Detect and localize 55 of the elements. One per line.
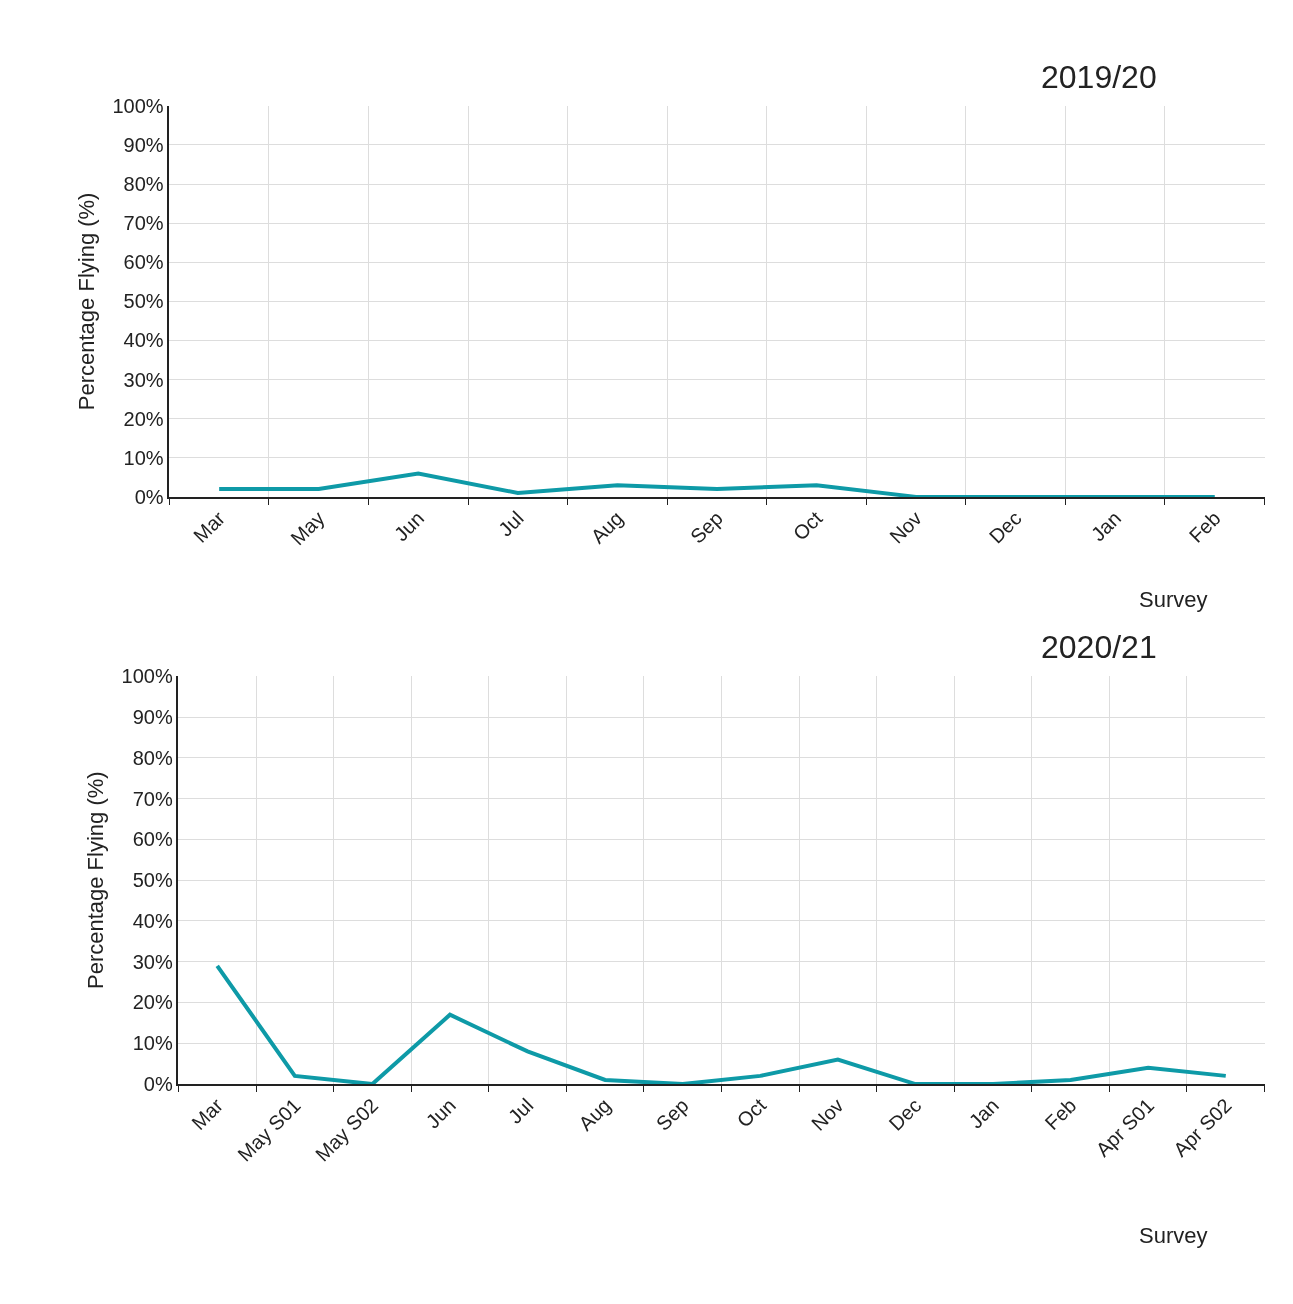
x-tick-label: Dec: [884, 1094, 926, 1135]
x-tick-label: Aug: [586, 506, 628, 548]
x-tick-label: May S02: [310, 1094, 383, 1166]
y-tick-label: 30%: [132, 950, 173, 973]
x-tick-label: Nov: [807, 1094, 848, 1135]
x-tick-label: Nov: [885, 506, 926, 548]
y-tick-label: 80%: [123, 173, 164, 196]
y-tick-label: 30%: [123, 368, 164, 391]
x-tick-label: Apr S02: [1169, 1094, 1236, 1161]
x-tick-label: May: [286, 506, 329, 550]
y-tick-label: 70%: [132, 787, 173, 810]
x-tick-label: Feb: [1040, 1094, 1081, 1135]
x-tick-label: Sep: [651, 1094, 693, 1135]
y-tick-label: 50%: [132, 869, 173, 892]
y-tick-label: 0%: [143, 1073, 173, 1096]
y-axis-title: Percentage Flying (%): [73, 192, 99, 411]
x-tick-label: Jun: [421, 1094, 460, 1133]
x-tick-label: Jan: [1086, 506, 1126, 546]
x-axis-title: Survey: [1139, 587, 1208, 612]
x-tick-label: Aug: [574, 1094, 616, 1135]
y-tick-label: 70%: [123, 212, 164, 235]
chart-title: 2020/21: [1041, 629, 1157, 665]
chart-title: 2019/20: [1041, 59, 1157, 95]
x-tick-label: Feb: [1184, 506, 1225, 547]
y-tick-label: 40%: [123, 329, 164, 352]
x-tick-label: Dec: [984, 506, 1026, 548]
y-tick-label: 60%: [132, 828, 173, 851]
x-tick-label: Apr S01: [1091, 1094, 1159, 1161]
y-tick-label: 0%: [134, 485, 164, 508]
x-tick-label: Sep: [686, 506, 727, 548]
y-tick-label: 90%: [132, 706, 173, 729]
line-series: [217, 471, 1217, 497]
y-tick-label: 40%: [132, 909, 173, 932]
y-axis-title: Percentage Flying (%): [82, 771, 108, 990]
y-tick-label: 20%: [123, 407, 164, 430]
x-tick-label: Jul: [494, 506, 528, 541]
x-tick-label: Jul: [503, 1094, 538, 1128]
line-series: [215, 963, 1228, 1085]
x-tick-label: May S01: [233, 1094, 305, 1166]
y-tick-label: 90%: [123, 133, 164, 156]
y-tick-label: 10%: [132, 1032, 173, 1055]
y-tick-label: 60%: [123, 251, 164, 274]
y-tick-label: 100%: [121, 665, 173, 688]
y-tick-label: 80%: [132, 746, 173, 769]
y-tick-label: 10%: [123, 446, 164, 469]
x-tick-label: Oct: [788, 506, 827, 545]
x-axis-title: Survey: [1139, 1223, 1208, 1248]
x-tick-label: Oct: [732, 1093, 771, 1132]
y-tick-label: 100%: [112, 94, 164, 117]
x-tick-label: Jun: [389, 506, 429, 546]
x-tick-label: Jan: [964, 1094, 1003, 1133]
x-tick-label: Mar: [187, 1093, 228, 1135]
y-tick-label: 20%: [132, 991, 173, 1014]
x-tick-label: Mar: [189, 506, 230, 547]
y-tick-label: 50%: [123, 290, 164, 313]
